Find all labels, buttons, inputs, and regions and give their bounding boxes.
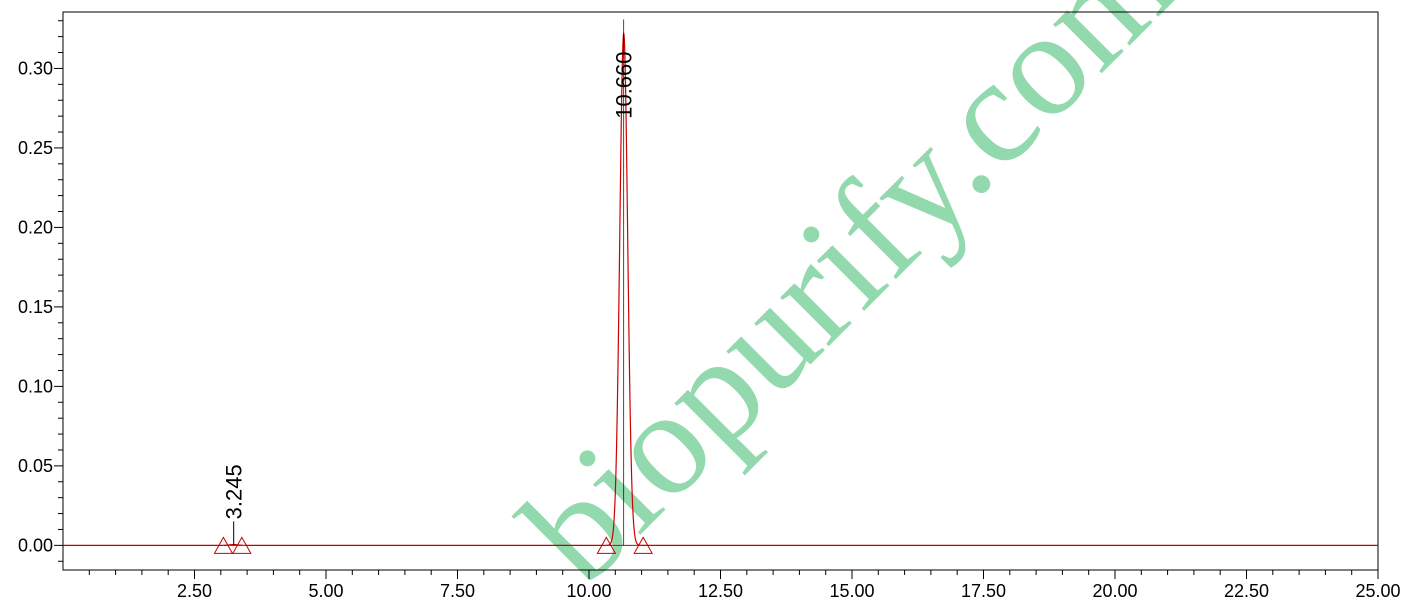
x-tick-label: 17.50: [961, 581, 1006, 601]
y-tick-label: 0.10: [18, 376, 53, 396]
peak-label: 10.660: [612, 51, 637, 118]
x-tick-label: 12.50: [698, 581, 743, 601]
tick-labels: 2.50 5.00 7.50 10.00 12.50 15.00 17.50 20.00 22.…: [18, 58, 1401, 601]
x-tick-label: 20.00: [1092, 581, 1137, 601]
peak-markers: [213, 536, 654, 554]
series: [63, 31, 1378, 546]
chromatogram-line: [63, 31, 1378, 546]
peak-annotations: 3.245 10.660: [222, 19, 637, 546]
tick-marks: [54, 20, 1379, 579]
y-tick-label: 0.15: [18, 297, 53, 317]
y-tick-label: 0.00: [18, 535, 53, 555]
x-tick-label: 7.50: [440, 581, 475, 601]
y-tick-label: 0.20: [18, 217, 53, 237]
x-tick-label: 25.00: [1355, 581, 1400, 601]
x-tick-label: 2.50: [177, 581, 212, 601]
y-tick-label: 0.05: [18, 456, 53, 476]
y-tick-label: 0.25: [18, 138, 53, 158]
x-tick-label: 22.50: [1224, 581, 1269, 601]
y-tick-label: 0.30: [18, 58, 53, 78]
watermark: biopurify.com: [491, 0, 1205, 606]
peak-label: 3.245: [222, 464, 247, 519]
x-tick-label: 5.00: [308, 581, 343, 601]
watermark-text: biopurify.com: [491, 0, 1205, 606]
x-tick-label: 15.00: [829, 581, 874, 601]
x-tick-label: 10.00: [566, 581, 611, 601]
